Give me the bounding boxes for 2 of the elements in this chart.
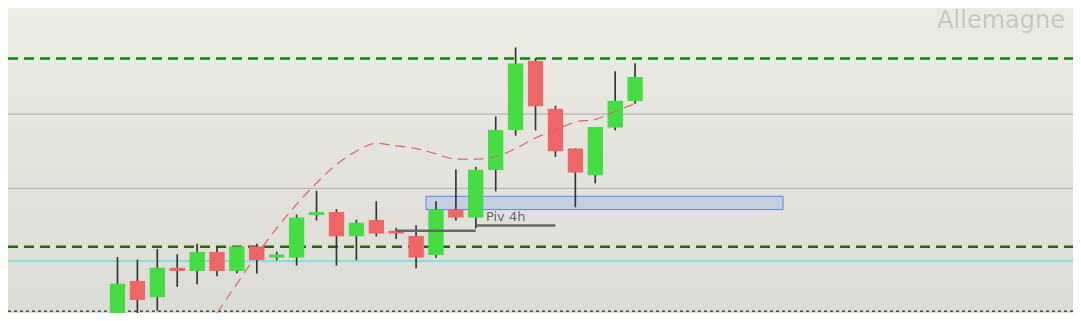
candlestick (448, 169, 464, 221)
annotation: Piv 4h (485, 209, 526, 225)
